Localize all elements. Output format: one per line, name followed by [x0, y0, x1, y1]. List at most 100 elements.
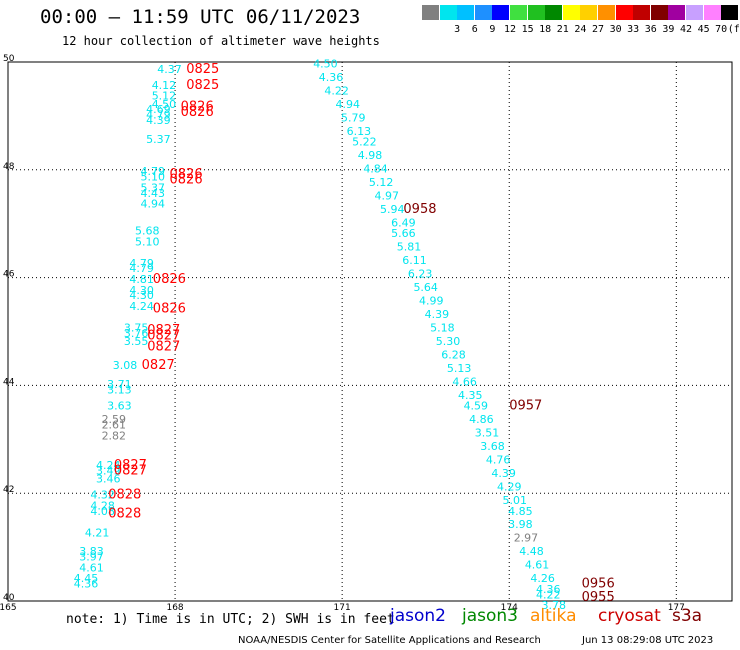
- legend-bin-label: 36: [644, 24, 657, 35]
- legend-bin-label: 6: [471, 24, 478, 35]
- time-label: 0958: [403, 202, 436, 217]
- swh-label: 4.50: [313, 57, 338, 70]
- swh-label: 4.94: [141, 198, 166, 211]
- legend-swatch: [527, 5, 545, 20]
- swh-label: 4.79: [141, 165, 166, 178]
- legend-bin-label: 39: [662, 24, 675, 35]
- swh-label: 3.76: [124, 327, 149, 340]
- legend-swatch: [650, 5, 668, 20]
- legend-swatch: [721, 5, 739, 20]
- swh-label: 4.48: [519, 545, 544, 558]
- swh-label: 4.61: [525, 559, 550, 572]
- legend-bin-label: 27: [591, 24, 605, 35]
- time-label: 0828: [108, 488, 141, 503]
- time-label: 0825: [186, 62, 219, 77]
- swh-label: 5.66: [391, 227, 416, 240]
- legend-swatch: [474, 5, 492, 20]
- swh-label: 3.98: [508, 518, 533, 531]
- time-label: 0827: [114, 458, 147, 473]
- swh-label: 4.85: [508, 505, 533, 518]
- swh-label: 4.43: [141, 187, 166, 200]
- swh-label: 6.11: [402, 254, 427, 267]
- y-tick-label: 46: [3, 270, 15, 280]
- swh-label: 3.75: [124, 322, 149, 335]
- time-label: 0826: [153, 272, 186, 287]
- swh-label: 4.61: [79, 561, 104, 574]
- swh-label: 4.29: [497, 481, 522, 494]
- swh-label: 4.86: [469, 413, 494, 426]
- time-label: 0827: [147, 329, 180, 344]
- y-tick-label: 44: [3, 377, 15, 387]
- x-tick-label: 165: [0, 603, 17, 613]
- legend-swatch: [545, 5, 563, 20]
- swh-label: 3.08: [113, 359, 138, 372]
- y-tick-label: 40: [3, 593, 15, 603]
- swh-label: 3.51: [475, 427, 500, 440]
- swh-label: 2.97: [514, 532, 539, 545]
- swh-label: 4.99: [419, 295, 444, 308]
- legend-bin-label: 30: [609, 24, 622, 35]
- time-label: 0826: [170, 172, 203, 187]
- legend-swatch: [457, 5, 475, 20]
- satellite-cryosat: cryosat: [598, 606, 661, 626]
- swh-label: 4.79: [146, 109, 171, 122]
- x-tick-label: 171: [334, 603, 351, 613]
- swh-label: 4.76: [486, 454, 511, 467]
- time-label: 0827: [114, 463, 147, 478]
- legend-bin-label: 21: [556, 24, 569, 35]
- swh-label: 4.84: [363, 162, 388, 175]
- swh-label: 4.39: [146, 114, 171, 127]
- swh-label: 3.13: [107, 383, 132, 396]
- swh-label: 5.64: [413, 281, 438, 294]
- swh-label: 6.28: [441, 348, 466, 361]
- swh-label: 3.63: [107, 400, 132, 413]
- swh-label: 4.36: [74, 578, 99, 591]
- chart-subtitle: 12 hour collection of altimeter wave hei…: [62, 34, 380, 48]
- swh-label: 3.78: [542, 599, 567, 612]
- swh-label: 4.22: [536, 588, 561, 601]
- y-tick-label: 50: [3, 54, 15, 64]
- swh-label: 3.71: [107, 378, 132, 391]
- swh-label: 4.37: [157, 63, 182, 76]
- swh-label: 5.22: [352, 136, 377, 149]
- swh-label: 3.55: [124, 335, 149, 348]
- swh-label: 5.37: [146, 133, 171, 146]
- legend-bin-label: 42: [679, 24, 693, 35]
- time-label: 0957: [509, 399, 542, 414]
- swh-label: 4.08: [90, 505, 115, 518]
- legend-bin-label: 70: [715, 24, 728, 35]
- swh-label: 4.22: [324, 84, 349, 97]
- swh-label: 5.79: [341, 111, 366, 124]
- swh-label: 4.36: [319, 71, 344, 84]
- legend-swatch: [510, 5, 527, 20]
- time-label: 0955: [582, 590, 615, 605]
- swh-label: 5.68: [135, 224, 160, 237]
- legend-swatch: [439, 5, 457, 20]
- swh-label: 4.69: [146, 103, 171, 116]
- swh-label: 3.83: [79, 545, 104, 558]
- legend-bin-label: 9: [489, 24, 496, 35]
- swh-label: 4.39: [425, 308, 450, 321]
- time-label: 0825: [186, 78, 219, 93]
- legend-bin-label: 15: [521, 24, 534, 35]
- time-label: 0828: [108, 506, 141, 521]
- swh-label: 4.45: [74, 572, 99, 585]
- legend-bin-label: 24: [574, 24, 587, 35]
- legend-bin-label: 3: [454, 24, 461, 35]
- swh-label: 2.82: [102, 429, 127, 442]
- swh-label: 5.81: [397, 241, 422, 254]
- units-note: note: 1) Time is in UTC; 2) SWH is in fe…: [66, 612, 395, 627]
- satellite-jason3: jason3: [462, 606, 518, 626]
- swh-label: 2.59: [102, 413, 127, 426]
- swh-label: 4.26: [530, 572, 555, 585]
- legend-swatch: [615, 5, 633, 20]
- time-label: 0826: [170, 167, 203, 182]
- swh-label: 4.66: [452, 375, 477, 388]
- swh-label: 5.94: [380, 203, 405, 216]
- swh-label: 3.97: [79, 551, 104, 564]
- time-label: 0827: [142, 358, 175, 373]
- swh-label: 5.13: [447, 362, 472, 375]
- swh-label: 4.28: [90, 499, 115, 512]
- legend-swatch: [598, 5, 615, 20]
- time-label: 0956: [582, 577, 615, 592]
